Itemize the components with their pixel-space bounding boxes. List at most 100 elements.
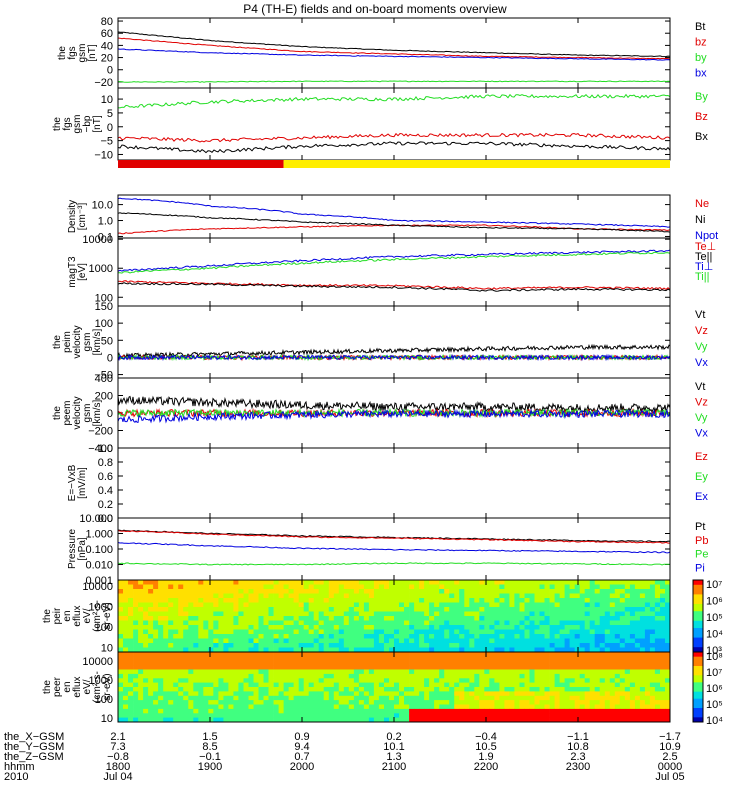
heatmap-cell [574,691,581,697]
heatmap-cell [213,678,219,684]
heatmap-cell [404,695,410,701]
heatmap-cell [118,643,124,648]
heatmap-cell [223,625,229,630]
heatmap-cell [414,652,420,657]
heatmap-cell [313,656,320,662]
y-tick-label: 100 [95,694,113,706]
heatmap-cell [218,652,224,657]
heatmap-cell [564,704,570,710]
heatmap-cell [203,678,209,684]
heatmap-cell [414,656,420,662]
heatmap-cell [118,589,124,594]
heatmap-cell [564,620,570,626]
heatmap-cell [328,589,335,594]
heatmap-cell [665,669,671,675]
heatmap-cell [118,704,124,710]
heatmap-cell [283,660,289,666]
heatmap-cell [644,607,651,612]
heatmap-cell [243,687,249,692]
heatmap-cell [368,580,375,585]
heatmap-cell [343,602,350,608]
heatmap-cell [464,704,470,710]
heatmap-cell [449,687,455,692]
heatmap-cell [564,643,570,648]
heatmap-cell [549,660,555,666]
heatmap-cell [243,708,249,714]
heatmap-cell [499,713,505,719]
heatmap-cell [649,643,656,648]
heatmap-cell [338,678,345,684]
heatmap-cell [394,602,400,608]
heatmap-cell [604,629,611,635]
heatmap-cell [238,704,244,710]
series-Ti⊥ [117,249,671,272]
heatmap-cell [389,673,395,679]
heatmap-cell [554,700,560,705]
heatmap-cell [298,589,305,594]
heatmap-cell [338,691,345,697]
heatmap-cell [614,656,621,662]
heatmap-cell [283,584,289,590]
heatmap-cell [619,717,626,723]
heatmap-cell [363,700,370,705]
heatmap-cell [228,602,234,608]
heatmap-cell [163,713,169,719]
heatmap-cell [233,589,239,594]
heatmap-cell [153,682,159,688]
heatmap-cell [358,634,365,639]
heatmap-cell [303,611,310,617]
heatmap-cell [143,717,149,723]
heatmap-cell [439,598,445,603]
heatmap-cell [373,652,380,657]
heatmap-cell [594,673,601,679]
heatmap-cell [634,682,641,688]
heatmap-cell [474,669,480,675]
heatmap-cell [278,673,284,679]
heatmap-cell [599,584,606,590]
heatmap-cell [243,593,249,599]
heatmap-cell [248,611,254,617]
heatmap-cell [263,629,269,635]
series-Vy [117,353,671,362]
heatmap-cell [148,629,154,635]
heatmap-cell [584,700,591,705]
heatmap-cell [429,695,435,701]
heatmap-cell [584,687,591,692]
heatmap-cell [318,695,325,701]
heatmap-cell [223,673,229,679]
heatmap-cell [353,629,360,635]
heatmap-cell [243,620,249,626]
heatmap-cell [353,717,360,723]
heatmap-cell [308,589,315,594]
heatmap-cell [378,638,385,644]
heatmap-cell [208,708,214,714]
heatmap-cell [609,673,616,679]
heatmap-cell [384,647,390,653]
heatmap-cell [368,647,375,653]
heatmap-cell [449,629,455,635]
heatmap-cell [424,580,430,585]
heatmap-cell [660,656,666,662]
heatmap-cell [133,584,139,590]
heatmap-cell [609,660,616,666]
heatmap-cell [424,665,430,670]
heatmap-cell [419,584,425,590]
heatmap-cell [519,602,525,608]
y-tick-label: 10 [101,94,113,106]
heatmap-cell [424,625,430,630]
heatmap-cell [654,678,661,684]
heatmap-cell [554,695,560,701]
heatmap-cell [273,704,279,710]
heatmap-cell [263,678,269,684]
heatmap-cell [514,652,520,657]
heatmap-cell [188,660,194,666]
heatmap-cell [303,638,310,644]
heatmap-cell [208,678,214,684]
heatmap-cell [489,708,495,714]
heatmap-cell [203,584,209,590]
heatmap-cell [554,602,560,608]
heatmap-cell [665,652,671,657]
heatmap-cell [248,713,254,719]
heatmap-cell [243,616,249,621]
heatmap-cell [509,687,515,692]
